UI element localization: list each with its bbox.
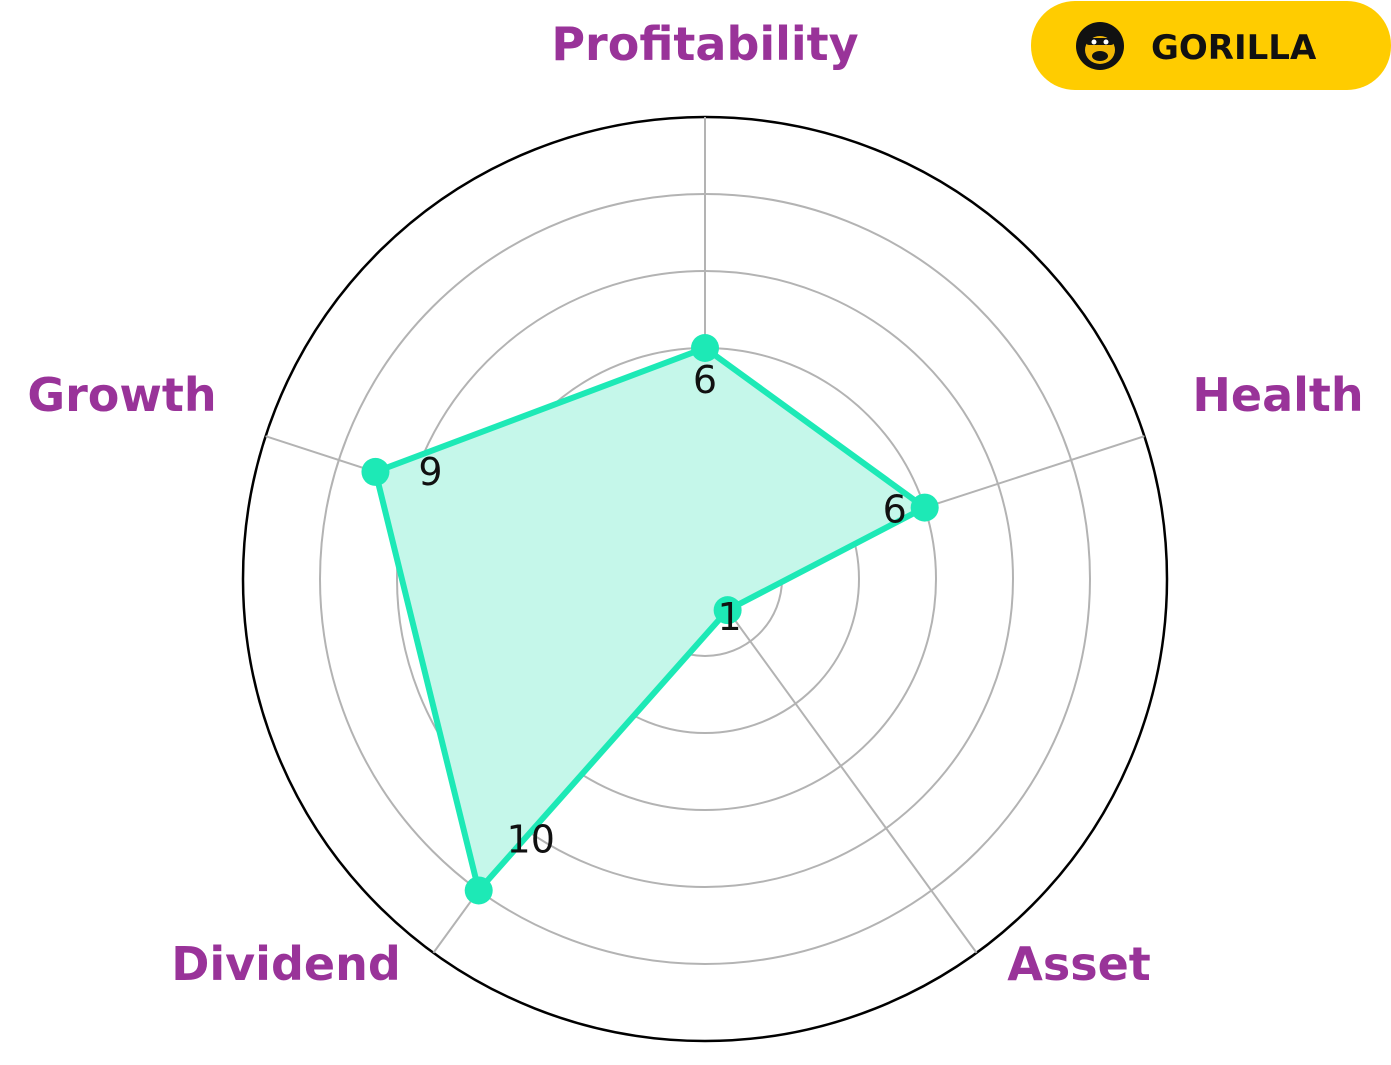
series-area	[375, 348, 925, 891]
gorilla-face-icon	[1076, 22, 1124, 70]
badge-text: GORILLA	[1151, 28, 1317, 68]
axis-label-dividend: Dividend	[171, 937, 401, 991]
data-point-health	[910, 493, 939, 522]
value-label-growth: 9	[418, 450, 442, 494]
axis-label-growth: Growth	[27, 368, 216, 422]
axis-label-health: Health	[1192, 368, 1363, 422]
series-line	[372, 345, 928, 894]
axis-label-asset: Asset	[1007, 937, 1151, 991]
data-layer	[361, 334, 939, 905]
gorilla-badge: GORILLA	[1031, 1, 1391, 90]
data-point-asset	[713, 596, 742, 625]
label-layer: 6 6 1 10 9 Profitability Health Asset Dividend Gr…	[27, 17, 1363, 991]
badge-background	[1031, 1, 1391, 90]
data-point-dividend	[464, 876, 493, 905]
value-label-profitability: 6	[693, 358, 717, 402]
value-label-health: 6	[883, 488, 907, 532]
value-label-dividend: 10	[507, 817, 555, 861]
value-label-asset: 1	[718, 595, 742, 639]
spoke-asset	[704, 578, 978, 954]
axis-label-profitability: Profitability	[551, 17, 858, 71]
data-point-growth	[361, 457, 390, 486]
data-point-profitability	[691, 334, 719, 362]
